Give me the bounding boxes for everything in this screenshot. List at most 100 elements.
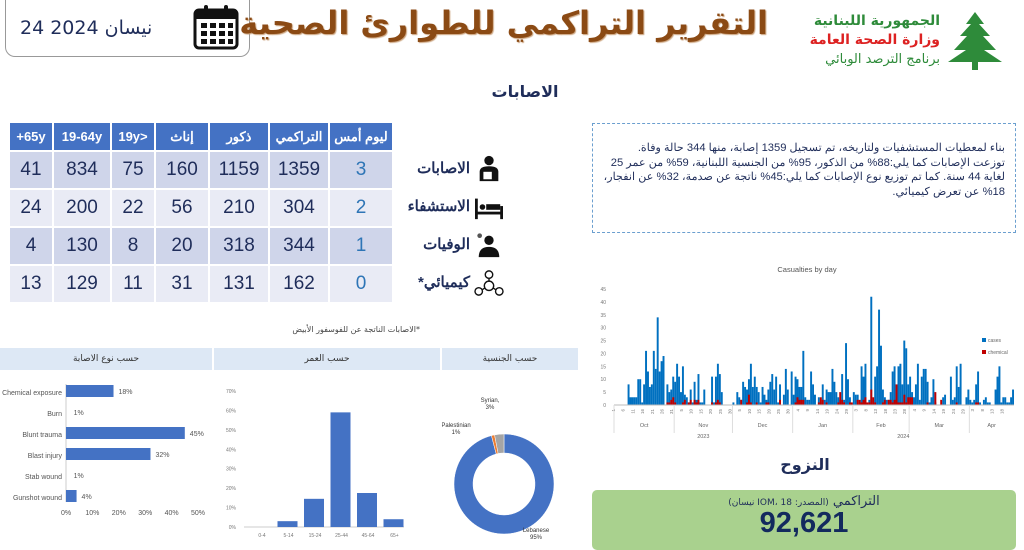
cases-bar (670, 389, 673, 405)
chemical-bar (718, 402, 721, 405)
age-chart: 0% 10% 20% 30% 40% 50% 60% 70% 0-4 5-14 15-24 25-44… (226, 389, 404, 539)
chemical-bar (794, 402, 797, 405)
chemical-bar (926, 402, 929, 405)
chemical-bar (901, 402, 904, 405)
tick-label: 18 (999, 409, 1004, 415)
legend-label: cases (988, 338, 1002, 344)
cases-bar (1010, 397, 1013, 405)
bar (66, 448, 151, 460)
cases-bar (812, 384, 814, 405)
month-label: Nov (698, 423, 708, 429)
cases-bar (767, 389, 770, 405)
tick-label: 60% (226, 408, 237, 414)
cases-bar (1002, 397, 1005, 405)
table-cell: 200 (52, 188, 112, 228)
table-row: 4 130 8 20 318 344 1 (8, 226, 394, 266)
cases-bar (957, 386, 960, 405)
slice-syrian (494, 433, 505, 454)
slice-label: Syrian, 3% (481, 398, 500, 411)
cases-bar (841, 374, 844, 405)
tick-label: 15 (757, 409, 762, 415)
row-label: الوفيات (423, 236, 470, 253)
cases-bar (949, 376, 952, 405)
tick-label: 5 (737, 409, 742, 412)
cases-bar (920, 376, 923, 405)
category-label: 65+ (390, 533, 399, 539)
tick-label: 0% (61, 510, 71, 517)
category-label: Stab wound (25, 474, 62, 481)
cases-bar (744, 386, 747, 405)
chemical-bar (672, 397, 675, 405)
cases-bar (697, 374, 700, 405)
date-text: 24 نيسان 2024 (20, 17, 153, 39)
cases-bar (681, 366, 684, 405)
injured-person-icon (479, 155, 499, 182)
table-cell: 13 (8, 264, 54, 304)
cases-bar (998, 366, 1001, 405)
table-row: 13 129 11 31 131 162 0 (8, 264, 394, 304)
cases-bar (831, 368, 834, 405)
tick-label: 15 (600, 364, 606, 370)
chemical-bar (689, 399, 692, 405)
tab-by-age[interactable]: حسب العمر (214, 348, 440, 370)
cases-bar (909, 376, 912, 405)
hospital-bed-icon (475, 198, 503, 220)
cases-bar (885, 399, 888, 405)
tab-by-type[interactable]: حسب نوع الاصابة (0, 348, 212, 370)
cases-bar (823, 399, 826, 405)
tick-label: 14 (815, 409, 820, 415)
cases-bar (986, 402, 989, 405)
cases-bar (880, 345, 882, 405)
cases-bar (913, 397, 915, 405)
chemical-bar (895, 384, 898, 405)
chemical-bar (747, 394, 750, 405)
calendar-icon (193, 5, 239, 50)
tick-label: 29 (844, 409, 849, 415)
cases-bar (804, 397, 807, 405)
cases-bar (718, 374, 721, 405)
tick-label: 3 (970, 409, 975, 412)
cases-bar (674, 381, 677, 405)
cases-bar (951, 399, 954, 405)
chemical-bar (740, 399, 743, 405)
tick-label: 5 (603, 390, 606, 396)
cases-bar (643, 384, 646, 405)
chemical-bar (893, 399, 896, 405)
cases-bar (716, 363, 719, 405)
cases-bar (633, 397, 636, 405)
tick-label: 3 (854, 409, 859, 412)
table-cell: 20 (154, 226, 210, 266)
cases-bar (652, 350, 655, 405)
cases-bar (747, 379, 750, 405)
chemical-bar (837, 402, 840, 405)
cases-bar (635, 397, 638, 405)
tick-label: 14 (931, 409, 936, 415)
cases-bar (751, 386, 754, 405)
chemical-bar (909, 397, 912, 405)
tick-label: 30% (138, 510, 152, 517)
bar (357, 493, 377, 527)
cases-bar (870, 296, 873, 405)
cases-bar (979, 402, 981, 405)
cedar-logo (948, 12, 1002, 70)
tick-label: 26 (660, 409, 665, 415)
category-label: 0-4 (258, 533, 265, 539)
chemical-bar (666, 402, 669, 405)
cases-bar (916, 363, 919, 405)
chemical-bar (693, 399, 696, 405)
tab-by-nationality[interactable]: حسب الجنسية (442, 348, 578, 370)
injury-type-chart: Chemical exposure 18% Burn 1% Blunt trauma 45… (2, 384, 205, 517)
cases-bar (876, 366, 879, 405)
cases-bar (852, 392, 855, 405)
table-cell: 56 (154, 188, 210, 228)
chemical-bar (802, 399, 805, 405)
bar (66, 490, 77, 502)
cases-bar (786, 389, 789, 405)
table-cell: 131 (208, 264, 270, 304)
cases-bar (922, 368, 925, 405)
chemical-bar (860, 402, 863, 405)
cases-bar (810, 371, 813, 405)
injuries-table: 65y+ 19-64y <19y إناث ذكور التراكمي ليوم أمس 41… (8, 121, 394, 304)
tick-label: 25 (776, 409, 781, 415)
